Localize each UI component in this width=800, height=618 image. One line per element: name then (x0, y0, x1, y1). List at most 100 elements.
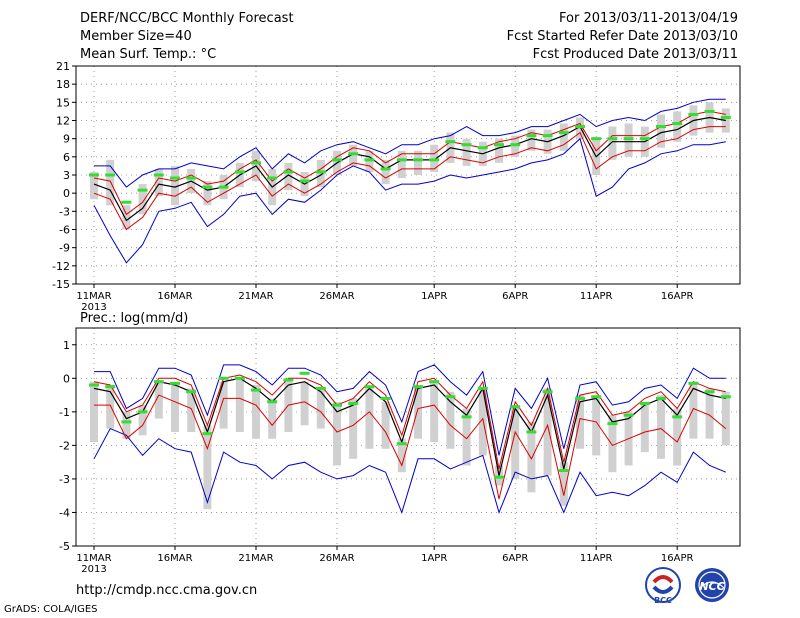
spread-box (511, 135, 520, 157)
ncc-logo: NCC (695, 568, 729, 602)
source-url[interactable]: http://cmdp.ncc.cma.gov.cn (76, 583, 258, 598)
spread-box (106, 385, 115, 429)
spread-box (284, 162, 293, 191)
spread-box (284, 381, 293, 432)
spread-box (349, 398, 358, 459)
spread-box (576, 117, 584, 139)
xtick-label: 16APR (661, 291, 694, 302)
xtick-label: 21MAR (238, 553, 273, 564)
bcc-logo-text: BCC (654, 596, 672, 605)
ytick-label: -9 (59, 242, 70, 255)
ytick-label: -5 (59, 540, 70, 553)
header-left: DERF/NCC/BCC Monthly Forecast Member Siz… (80, 10, 294, 64)
ytick-label: 12 (56, 115, 70, 128)
chart-panel-2: -5 -4 -3 -2 -1 0 1 11MAR 16MAR 21MAR 26MAR 1APR 6APR… (59, 311, 741, 575)
series-line-lower-red (94, 394, 727, 500)
ytick-label: -3 (59, 205, 70, 218)
spread-box (657, 395, 665, 459)
ytick-label: -12 (52, 260, 70, 273)
series-line-lower-red (93, 126, 726, 231)
spread-box (365, 388, 374, 449)
ytick-label: 3 (63, 169, 70, 182)
spread-box (235, 378, 244, 432)
spread-box (316, 388, 325, 429)
spread-box (349, 144, 358, 166)
spread-box (462, 138, 471, 166)
spread-box (122, 411, 131, 439)
spread-box (430, 144, 439, 172)
spread-box (397, 150, 406, 179)
header-right: For 2013/03/11-2013/04/19 Fcst Started R… (507, 10, 738, 64)
bcc-logo: BCC (645, 567, 681, 605)
start-date: Fcst Started Refer Date 2013/03/10 (506, 29, 738, 44)
spread-box (559, 462, 568, 506)
series-line-upper-blue (94, 98, 726, 188)
xtick-label: 11APR (580, 553, 613, 564)
spread-box (397, 438, 406, 473)
spread-box (138, 184, 147, 215)
spread-box (154, 168, 163, 197)
spread-box (90, 171, 98, 200)
series-line-upper-red (93, 110, 726, 216)
xtick-label: 16MAR (157, 291, 192, 302)
series-line-ensemble-mean (93, 377, 726, 476)
spread-box (640, 401, 649, 453)
spread-box (608, 415, 617, 473)
ytick-label: -6 (59, 224, 70, 237)
spread-box (316, 159, 325, 188)
spread-box (365, 150, 374, 172)
spread-box (592, 398, 601, 456)
spread-box (252, 385, 260, 439)
year-label: 2013 (81, 564, 106, 575)
xtick-label: 21MAR (238, 291, 273, 302)
spread-box (673, 408, 682, 466)
spread-box (333, 401, 341, 466)
spread-box (154, 381, 163, 419)
ytick-label: 15 (56, 96, 70, 109)
plot-frame (75, 327, 741, 547)
spread-box (90, 381, 98, 443)
spread-box (543, 388, 552, 476)
spread-box (106, 159, 115, 206)
ytick-label: 18 (56, 78, 70, 91)
spread-box (414, 385, 422, 439)
ytick-label: -3 (59, 473, 70, 486)
variable-label: Mean Surf. Temp.: °C (80, 47, 217, 62)
spread-box (495, 138, 503, 163)
spread-box (203, 181, 212, 206)
series-line-upper-red (93, 374, 726, 470)
xtick-label: 16APR (661, 553, 694, 564)
xtick-label: 6APR (502, 291, 528, 302)
series-line-lower-blue (93, 427, 726, 515)
ytick-label: 0 (63, 372, 70, 385)
ytick-label: 0 (63, 187, 70, 200)
spread-box (219, 381, 228, 429)
spread-box (171, 385, 179, 432)
ytick-label: -15 (52, 278, 70, 291)
ytick-label: 1 (63, 339, 70, 352)
spread-box (414, 150, 422, 175)
ytick-label: -2 (59, 439, 70, 452)
xtick-label: 1APR (421, 291, 447, 302)
chart-panel-1: -15 -12 -9 -6 -3 0 3 6 9 12 15 18 21 11MAR 16MAR 21MAR 2… (52, 60, 741, 313)
spread-box (138, 405, 147, 436)
spread-box (624, 123, 633, 157)
chart-title: DERF/NCC/BCC Monthly Forecast (80, 11, 294, 26)
spread-box (462, 408, 471, 466)
spread-box (527, 421, 536, 493)
series-line-ensemble-mean (93, 116, 726, 222)
grads-credit: GrADS: COLA/IGES (4, 604, 98, 615)
forecast-period: For 2013/03/11-2013/04/19 (559, 11, 738, 26)
spread-box (381, 159, 390, 185)
spread-box (511, 405, 520, 479)
spread-box (430, 381, 439, 443)
series-line-upper-blue (94, 364, 726, 456)
xtick-label: 26MAR (319, 291, 354, 302)
spread-box (527, 129, 536, 151)
logos: BCC NCC (645, 567, 729, 605)
produced-date: Fcst Produced Date 2013/03/11 (532, 47, 738, 62)
spread-box (705, 388, 714, 439)
xtick-label: 26MAR (319, 553, 354, 564)
spread-box (576, 395, 584, 449)
